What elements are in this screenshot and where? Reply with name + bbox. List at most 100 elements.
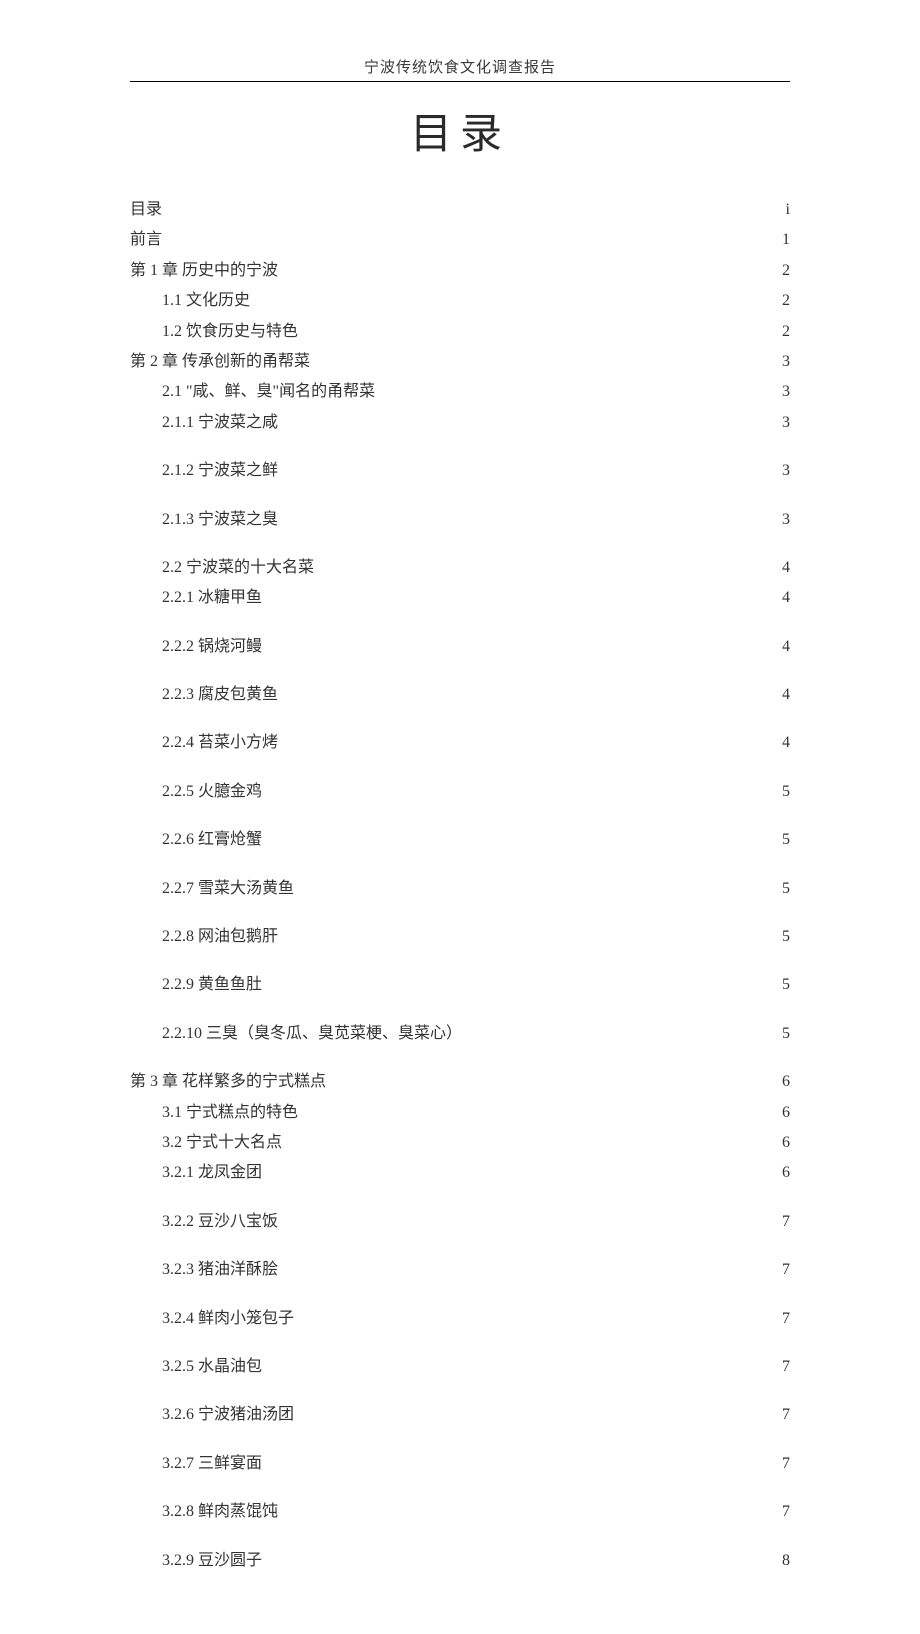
toc-label: 2.2.10 三臭（臭冬瓜、臭苋菜梗、臭菜心）	[162, 1019, 462, 1049]
toc-label: 2.1.1 宁波菜之咸	[162, 408, 278, 438]
toc-row: 2.2.9 黄鱼鱼肚 5	[130, 970, 790, 1000]
toc-label: 2.2.5 火臆金鸡	[162, 777, 262, 807]
toc-row: 第 3 章 花样繁多的宁式糕点 6	[130, 1067, 790, 1097]
running-header: 宁波传统饮食文化调查报告	[0, 56, 920, 77]
toc-label: 3.1 宁式糕点的特色	[162, 1098, 298, 1128]
toc-row: 3.2.4 鲜肉小笼包子 7	[130, 1304, 790, 1334]
toc-page: 1	[782, 225, 790, 255]
toc-row: 3.2.7 三鲜宴面 7	[130, 1449, 790, 1479]
toc-page: 7	[782, 1352, 790, 1382]
toc-row: 2.2.6 红膏炝蟹 5	[130, 825, 790, 855]
toc-row: 2.2.8 网油包鹅肝 5	[130, 922, 790, 952]
toc-label: 3.2.1 龙凤金团	[162, 1158, 262, 1188]
toc-label: 2.1.2 宁波菜之鲜	[162, 456, 278, 486]
toc-label: 3.2.4 鲜肉小笼包子	[162, 1304, 294, 1334]
toc-row: 2.2.7 雪菜大汤黄鱼 5	[130, 874, 790, 904]
toc-row: 2.1.3 宁波菜之臭 3	[130, 505, 790, 535]
toc-label: 目录	[130, 195, 162, 225]
toc-page: 7	[782, 1497, 790, 1527]
toc-label: 1.1 文化历史	[162, 286, 250, 316]
toc-label: 2.1 "咸、鲜、臭"闻名的甬帮菜	[162, 377, 375, 407]
toc-row: 3.2.6 宁波猪油汤团 7	[130, 1400, 790, 1430]
toc-label: 2.2.7 雪菜大汤黄鱼	[162, 874, 294, 904]
toc-page: 2	[782, 286, 790, 316]
toc-page: 2	[782, 317, 790, 347]
toc-page: 4	[782, 632, 790, 662]
toc-page: 3	[782, 505, 790, 535]
toc-label: 1.2 饮食历史与特色	[162, 317, 298, 347]
toc-page: 4	[782, 553, 790, 583]
toc-page: 3	[782, 377, 790, 407]
table-of-contents: 目录 i 前言 1 第 1 章 历史中的宁波 2 1.1 文化历史 2 1.2 饮食历史与特色 2…	[130, 195, 790, 1576]
toc-label: 3.2.2 豆沙八宝饭	[162, 1207, 278, 1237]
toc-page: 6	[782, 1158, 790, 1188]
toc-page: 8	[782, 1546, 790, 1576]
toc-label: 2.1.3 宁波菜之臭	[162, 505, 278, 535]
toc-page: 7	[782, 1449, 790, 1479]
toc-row: 3.2.2 豆沙八宝饭 7	[130, 1207, 790, 1237]
toc-label: 前言	[130, 225, 162, 255]
toc-label: 2.2.8 网油包鹅肝	[162, 922, 278, 952]
toc-page: 3	[782, 456, 790, 486]
toc-label: 第 2 章 传承创新的甬帮菜	[130, 347, 310, 377]
toc-label: 3.2.7 三鲜宴面	[162, 1449, 262, 1479]
toc-page: 4	[782, 583, 790, 613]
toc-row: 2.2.1 冰糖甲鱼 4	[130, 583, 790, 613]
toc-row: 2.1.1 宁波菜之咸3	[130, 408, 790, 438]
toc-page: 7	[782, 1400, 790, 1430]
toc-row: 3.1 宁式糕点的特色 6	[130, 1098, 790, 1128]
toc-row: 3.2.1 龙凤金团 6	[130, 1158, 790, 1188]
toc-row: 2.2.2 锅烧河鳗 4	[130, 632, 790, 662]
toc-page: 7	[782, 1207, 790, 1237]
toc-page: 5	[782, 874, 790, 904]
header-rule	[130, 81, 790, 82]
toc-row: 2.2.4 苔菜小方烤 4	[130, 728, 790, 758]
toc-label: 第 1 章 历史中的宁波	[130, 256, 278, 286]
toc-label: 2.2.2 锅烧河鳗	[162, 632, 262, 662]
toc-page: i	[786, 195, 790, 225]
toc-label: 3.2.9 豆沙圆子	[162, 1546, 262, 1576]
toc-label: 2.2.9 黄鱼鱼肚	[162, 970, 262, 1000]
toc-row: 1.2 饮食历史与特色 2	[130, 317, 790, 347]
toc-label: 2.2 宁波菜的十大名菜	[162, 553, 314, 583]
toc-page: 5	[782, 970, 790, 1000]
toc-row: 1.1 文化历史 2	[130, 286, 790, 316]
toc-page: 7	[782, 1255, 790, 1285]
toc-page: 6	[782, 1098, 790, 1128]
toc-row: 前言 1	[130, 225, 790, 255]
toc-row: 2.2.3 腐皮包黄鱼 4	[130, 680, 790, 710]
toc-page: 4	[782, 728, 790, 758]
toc-page: 2	[782, 256, 790, 286]
toc-row: 2.1.2 宁波菜之鲜 3	[130, 456, 790, 486]
toc-row: 2.2.10 三臭（臭冬瓜、臭苋菜梗、臭菜心） 5	[130, 1019, 790, 1049]
toc-page: 6	[782, 1128, 790, 1158]
toc-page: 5	[782, 1019, 790, 1049]
toc-row: 2.2 宁波菜的十大名菜 4	[130, 553, 790, 583]
page-title: 目录	[0, 100, 920, 161]
toc-row: 3.2.5 水晶油包 7	[130, 1352, 790, 1382]
toc-row: 3.2.8 鲜肉蒸馄饨 7	[130, 1497, 790, 1527]
toc-label: 3.2.8 鲜肉蒸馄饨	[162, 1497, 278, 1527]
toc-page: 5	[782, 825, 790, 855]
toc-page: 7	[782, 1304, 790, 1334]
toc-label: 3.2.5 水晶油包	[162, 1352, 262, 1382]
toc-label: 第 3 章 花样繁多的宁式糕点	[130, 1067, 326, 1097]
toc-label: 2.2.6 红膏炝蟹	[162, 825, 262, 855]
toc-label: 2.2.4 苔菜小方烤	[162, 728, 278, 758]
toc-label: 2.2.3 腐皮包黄鱼	[162, 680, 278, 710]
toc-page: 5	[782, 922, 790, 952]
toc-label: 3.2.3 猪油洋酥脍	[162, 1255, 278, 1285]
toc-page: 6	[782, 1067, 790, 1097]
toc-row: 2.1 "咸、鲜、臭"闻名的甬帮菜 3	[130, 377, 790, 407]
toc-label: 2.2.1 冰糖甲鱼	[162, 583, 262, 613]
toc-label: 3.2.6 宁波猪油汤团	[162, 1400, 294, 1430]
toc-page: 5	[782, 777, 790, 807]
toc-row: 第 2 章 传承创新的甬帮菜 3	[130, 347, 790, 377]
toc-page: 4	[782, 680, 790, 710]
toc-row: 目录 i	[130, 195, 790, 225]
toc-row: 3.2.3 猪油洋酥脍 7	[130, 1255, 790, 1285]
toc-page: 3	[782, 347, 790, 377]
toc-row: 3.2.9 豆沙圆子 8	[130, 1546, 790, 1576]
toc-row: 第 1 章 历史中的宁波 2	[130, 256, 790, 286]
toc-row: 2.2.5 火臆金鸡 5	[130, 777, 790, 807]
